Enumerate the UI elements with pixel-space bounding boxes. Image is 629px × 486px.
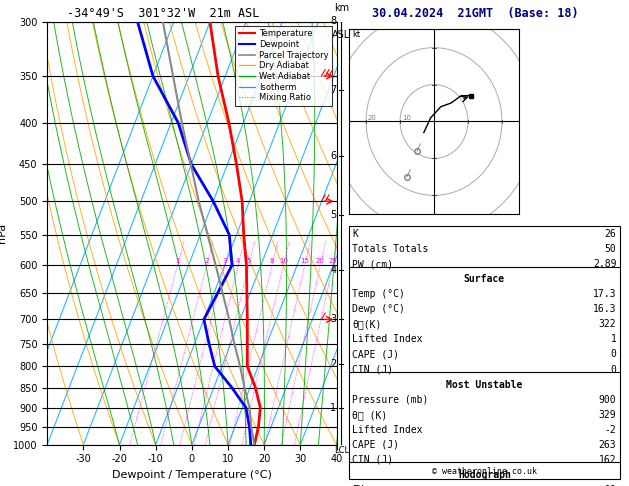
Text: 2: 2 <box>204 258 209 263</box>
Text: 20: 20 <box>316 258 325 263</box>
Text: 329: 329 <box>599 410 616 420</box>
Text: 8: 8 <box>330 16 337 26</box>
Text: 15: 15 <box>300 258 309 263</box>
Text: 10: 10 <box>604 485 616 486</box>
Text: Temp (°C): Temp (°C) <box>352 289 405 299</box>
Text: θᴇ(K): θᴇ(K) <box>352 319 382 330</box>
Text: 5: 5 <box>247 258 251 263</box>
Text: K: K <box>352 229 358 239</box>
Text: 25: 25 <box>328 258 337 263</box>
Text: © weatheronline.co.uk: © weatheronline.co.uk <box>432 467 537 476</box>
Text: 8: 8 <box>270 258 274 263</box>
Text: 4: 4 <box>330 265 337 275</box>
Text: kt: kt <box>352 30 360 38</box>
Text: 26: 26 <box>604 229 616 239</box>
Text: θᴇ (K): θᴇ (K) <box>352 410 387 420</box>
X-axis label: Dewpoint / Temperature (°C): Dewpoint / Temperature (°C) <box>112 470 272 480</box>
Text: -2: -2 <box>604 425 616 435</box>
Text: 50: 50 <box>604 244 616 254</box>
Text: Pressure (mb): Pressure (mb) <box>352 395 428 405</box>
Text: 16.3: 16.3 <box>593 304 616 314</box>
Text: Dewp (°C): Dewp (°C) <box>352 304 405 314</box>
Text: CIN (J): CIN (J) <box>352 455 393 465</box>
Text: Totals Totals: Totals Totals <box>352 244 428 254</box>
Text: 322: 322 <box>599 319 616 330</box>
Text: 3: 3 <box>330 314 337 325</box>
Text: Lifted Index: Lifted Index <box>352 425 423 435</box>
Text: 20: 20 <box>368 115 377 121</box>
Text: EH: EH <box>352 485 364 486</box>
Text: 1: 1 <box>330 403 337 413</box>
Text: LCL: LCL <box>333 447 349 455</box>
Text: CIN (J): CIN (J) <box>352 364 393 375</box>
Text: 10: 10 <box>402 115 411 121</box>
Text: Most Unstable: Most Unstable <box>446 380 523 390</box>
Text: 30.04.2024  21GMT  (Base: 18): 30.04.2024 21GMT (Base: 18) <box>372 7 578 20</box>
Text: -34°49'S  301°32'W  21m ASL: -34°49'S 301°32'W 21m ASL <box>67 7 260 20</box>
Text: km: km <box>333 3 349 14</box>
Text: 0: 0 <box>611 349 616 360</box>
Text: 4: 4 <box>236 258 240 263</box>
Y-axis label: hPa: hPa <box>0 223 8 243</box>
Text: 900: 900 <box>599 395 616 405</box>
Text: Lifted Index: Lifted Index <box>352 334 423 345</box>
Text: 10: 10 <box>279 258 288 263</box>
Text: 6: 6 <box>330 151 337 160</box>
Legend: Temperature, Dewpoint, Parcel Trajectory, Dry Adiabat, Wet Adiabat, Isotherm, Mi: Temperature, Dewpoint, Parcel Trajectory… <box>235 26 332 105</box>
Text: 2: 2 <box>330 359 337 369</box>
Text: 2.89: 2.89 <box>593 259 616 269</box>
Text: CAPE (J): CAPE (J) <box>352 349 399 360</box>
Text: 7: 7 <box>330 85 337 95</box>
Text: 263: 263 <box>599 440 616 450</box>
Text: PW (cm): PW (cm) <box>352 259 393 269</box>
Text: Surface: Surface <box>464 274 505 284</box>
Text: 3: 3 <box>223 258 227 263</box>
Text: 0: 0 <box>611 364 616 375</box>
Text: 162: 162 <box>599 455 616 465</box>
Text: 17.3: 17.3 <box>593 289 616 299</box>
Text: CAPE (J): CAPE (J) <box>352 440 399 450</box>
Text: 5: 5 <box>330 210 337 220</box>
Text: 1: 1 <box>611 334 616 345</box>
Text: 1: 1 <box>175 258 180 263</box>
Text: ASL: ASL <box>332 30 350 40</box>
Text: Hodograph: Hodograph <box>458 470 511 480</box>
